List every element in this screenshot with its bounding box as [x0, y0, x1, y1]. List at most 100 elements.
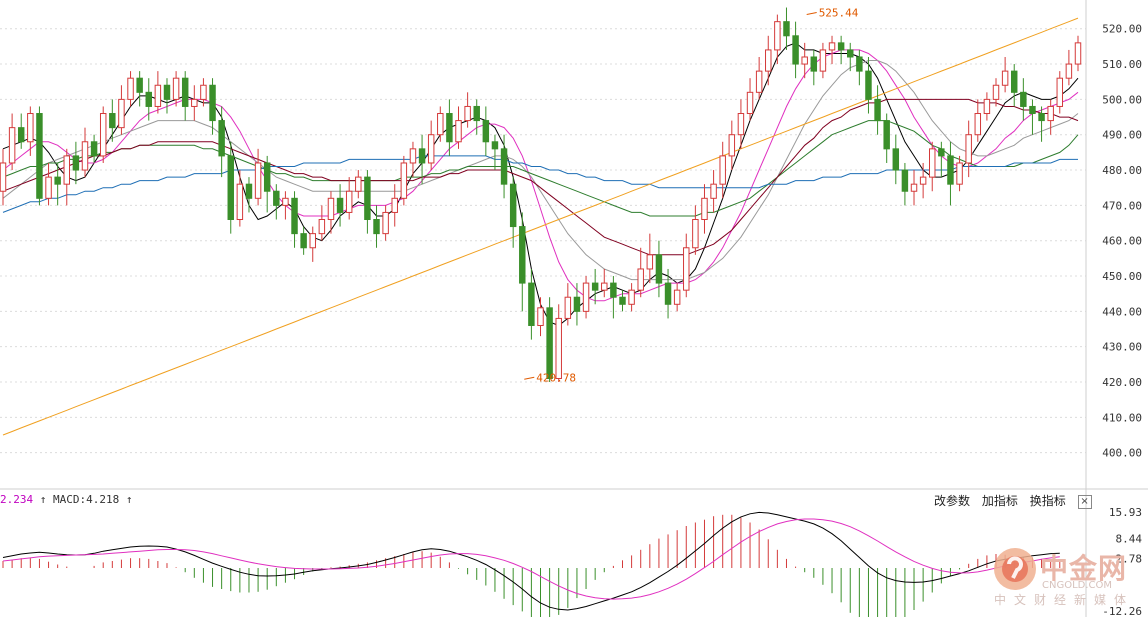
candle-body — [227, 155, 234, 221]
candle-body — [619, 296, 626, 305]
y-tick-label: 460.00 — [1102, 235, 1142, 248]
logo-subtitle: 中文财经新媒体 — [994, 593, 1135, 607]
candle-body — [282, 197, 289, 206]
candle-body — [664, 282, 672, 305]
change-params-button[interactable]: 改参数 — [934, 494, 971, 508]
candle-body — [36, 113, 43, 199]
logo-domain: CNGOLD.COM — [1042, 580, 1113, 591]
candle-body — [938, 148, 945, 157]
up-arrow-icon: ↑ — [39, 493, 47, 506]
candle-body — [0, 162, 7, 192]
candle-body — [655, 254, 663, 284]
candle-body — [819, 49, 827, 72]
candle-body — [482, 120, 490, 143]
candle-body — [673, 289, 681, 305]
candle-body — [99, 113, 107, 157]
macd-header-text: MACD:4.218 — [53, 493, 120, 506]
y-tick-label: 500.00 — [1102, 93, 1142, 106]
candle-body — [418, 148, 426, 164]
moving-average-line — [2, 17, 1079, 436]
annotation-label: 525.44 — [819, 7, 859, 20]
candle-body — [464, 105, 471, 122]
macd-tick-label: 2.78 — [1116, 552, 1143, 565]
candle-body — [919, 176, 927, 185]
candle-body — [81, 141, 89, 171]
candle-body — [728, 134, 736, 157]
candle-body — [437, 113, 444, 136]
candle-body — [318, 219, 326, 235]
swap-indicator-button[interactable]: 换指标 — [1029, 494, 1066, 508]
candle-body — [1001, 70, 1009, 86]
watermark-logo: 中金网 CNGOLD.COM 中文财经新媒体 — [990, 543, 1140, 613]
candle-body — [874, 98, 881, 122]
candle-body — [181, 77, 189, 107]
add-indicator-button[interactable]: 加指标 — [981, 494, 1018, 508]
candle-body — [309, 233, 316, 249]
candle-body — [54, 176, 61, 185]
candle-body — [409, 148, 417, 164]
y-tick-label: 400.00 — [1102, 447, 1142, 460]
candle-body — [847, 49, 854, 58]
candle-body — [892, 148, 900, 171]
candle-body — [473, 105, 480, 122]
candle-body — [127, 77, 134, 100]
candle-body — [710, 183, 717, 199]
macd-tick-label: 8.44 — [1116, 532, 1143, 545]
candle-body — [828, 42, 836, 51]
y-tick-label: 430.00 — [1102, 341, 1142, 354]
candle-body — [90, 141, 98, 157]
candle-body — [883, 120, 890, 150]
candle-body — [801, 56, 808, 65]
y-tick-label: 410.00 — [1102, 411, 1142, 424]
candle-body — [1047, 105, 1054, 122]
candle-body — [591, 282, 599, 291]
candle-body — [646, 254, 654, 270]
candle-body — [491, 141, 499, 150]
candle-body — [355, 176, 362, 192]
y-tick-label: 510.00 — [1102, 58, 1142, 71]
candle-body — [136, 77, 143, 93]
candle-body — [27, 113, 34, 143]
candle-body — [637, 268, 644, 291]
annotation-pointer — [806, 12, 817, 16]
candle-body — [755, 70, 763, 93]
candle-body — [191, 98, 198, 107]
candle-body — [573, 296, 581, 312]
candle-body — [145, 91, 152, 107]
candle-body — [737, 113, 745, 136]
candle-body — [1065, 63, 1073, 79]
candle-body — [382, 211, 389, 235]
candle-body — [519, 226, 526, 284]
macd-tick-label: -12.26 — [1102, 605, 1142, 617]
candle-body — [254, 162, 262, 199]
candle-body — [528, 282, 535, 326]
candle-body — [45, 176, 52, 199]
macd-tick-label: 15.93 — [1109, 506, 1142, 519]
candle-body — [837, 42, 845, 51]
candle-body — [1074, 42, 1082, 65]
macd-dea-line — [2, 518, 1060, 600]
annotation-pointer — [524, 376, 535, 380]
candle-body — [446, 113, 453, 143]
candle-body — [118, 98, 125, 129]
candle-body — [610, 282, 617, 298]
candle-body — [956, 162, 963, 185]
candle-body — [500, 148, 508, 185]
candle-body — [400, 162, 408, 199]
close-icon[interactable]: × — [1077, 494, 1092, 509]
logo-title: 中金网 — [1040, 552, 1128, 585]
moving-average-line — [2, 98, 1079, 256]
candle-body — [154, 84, 162, 107]
up-arrow-icon: ↑ — [125, 493, 133, 506]
moving-average-line — [2, 120, 1079, 217]
candle-body — [692, 219, 699, 249]
candle-body — [300, 233, 307, 249]
candle-body — [163, 84, 171, 100]
candle-body — [601, 282, 608, 291]
candle-body — [72, 155, 80, 171]
candle-body — [263, 162, 271, 192]
candle-body — [947, 155, 954, 185]
candle-body — [109, 113, 116, 129]
candle-body — [810, 56, 818, 72]
y-tick-label: 470.00 — [1102, 199, 1142, 212]
